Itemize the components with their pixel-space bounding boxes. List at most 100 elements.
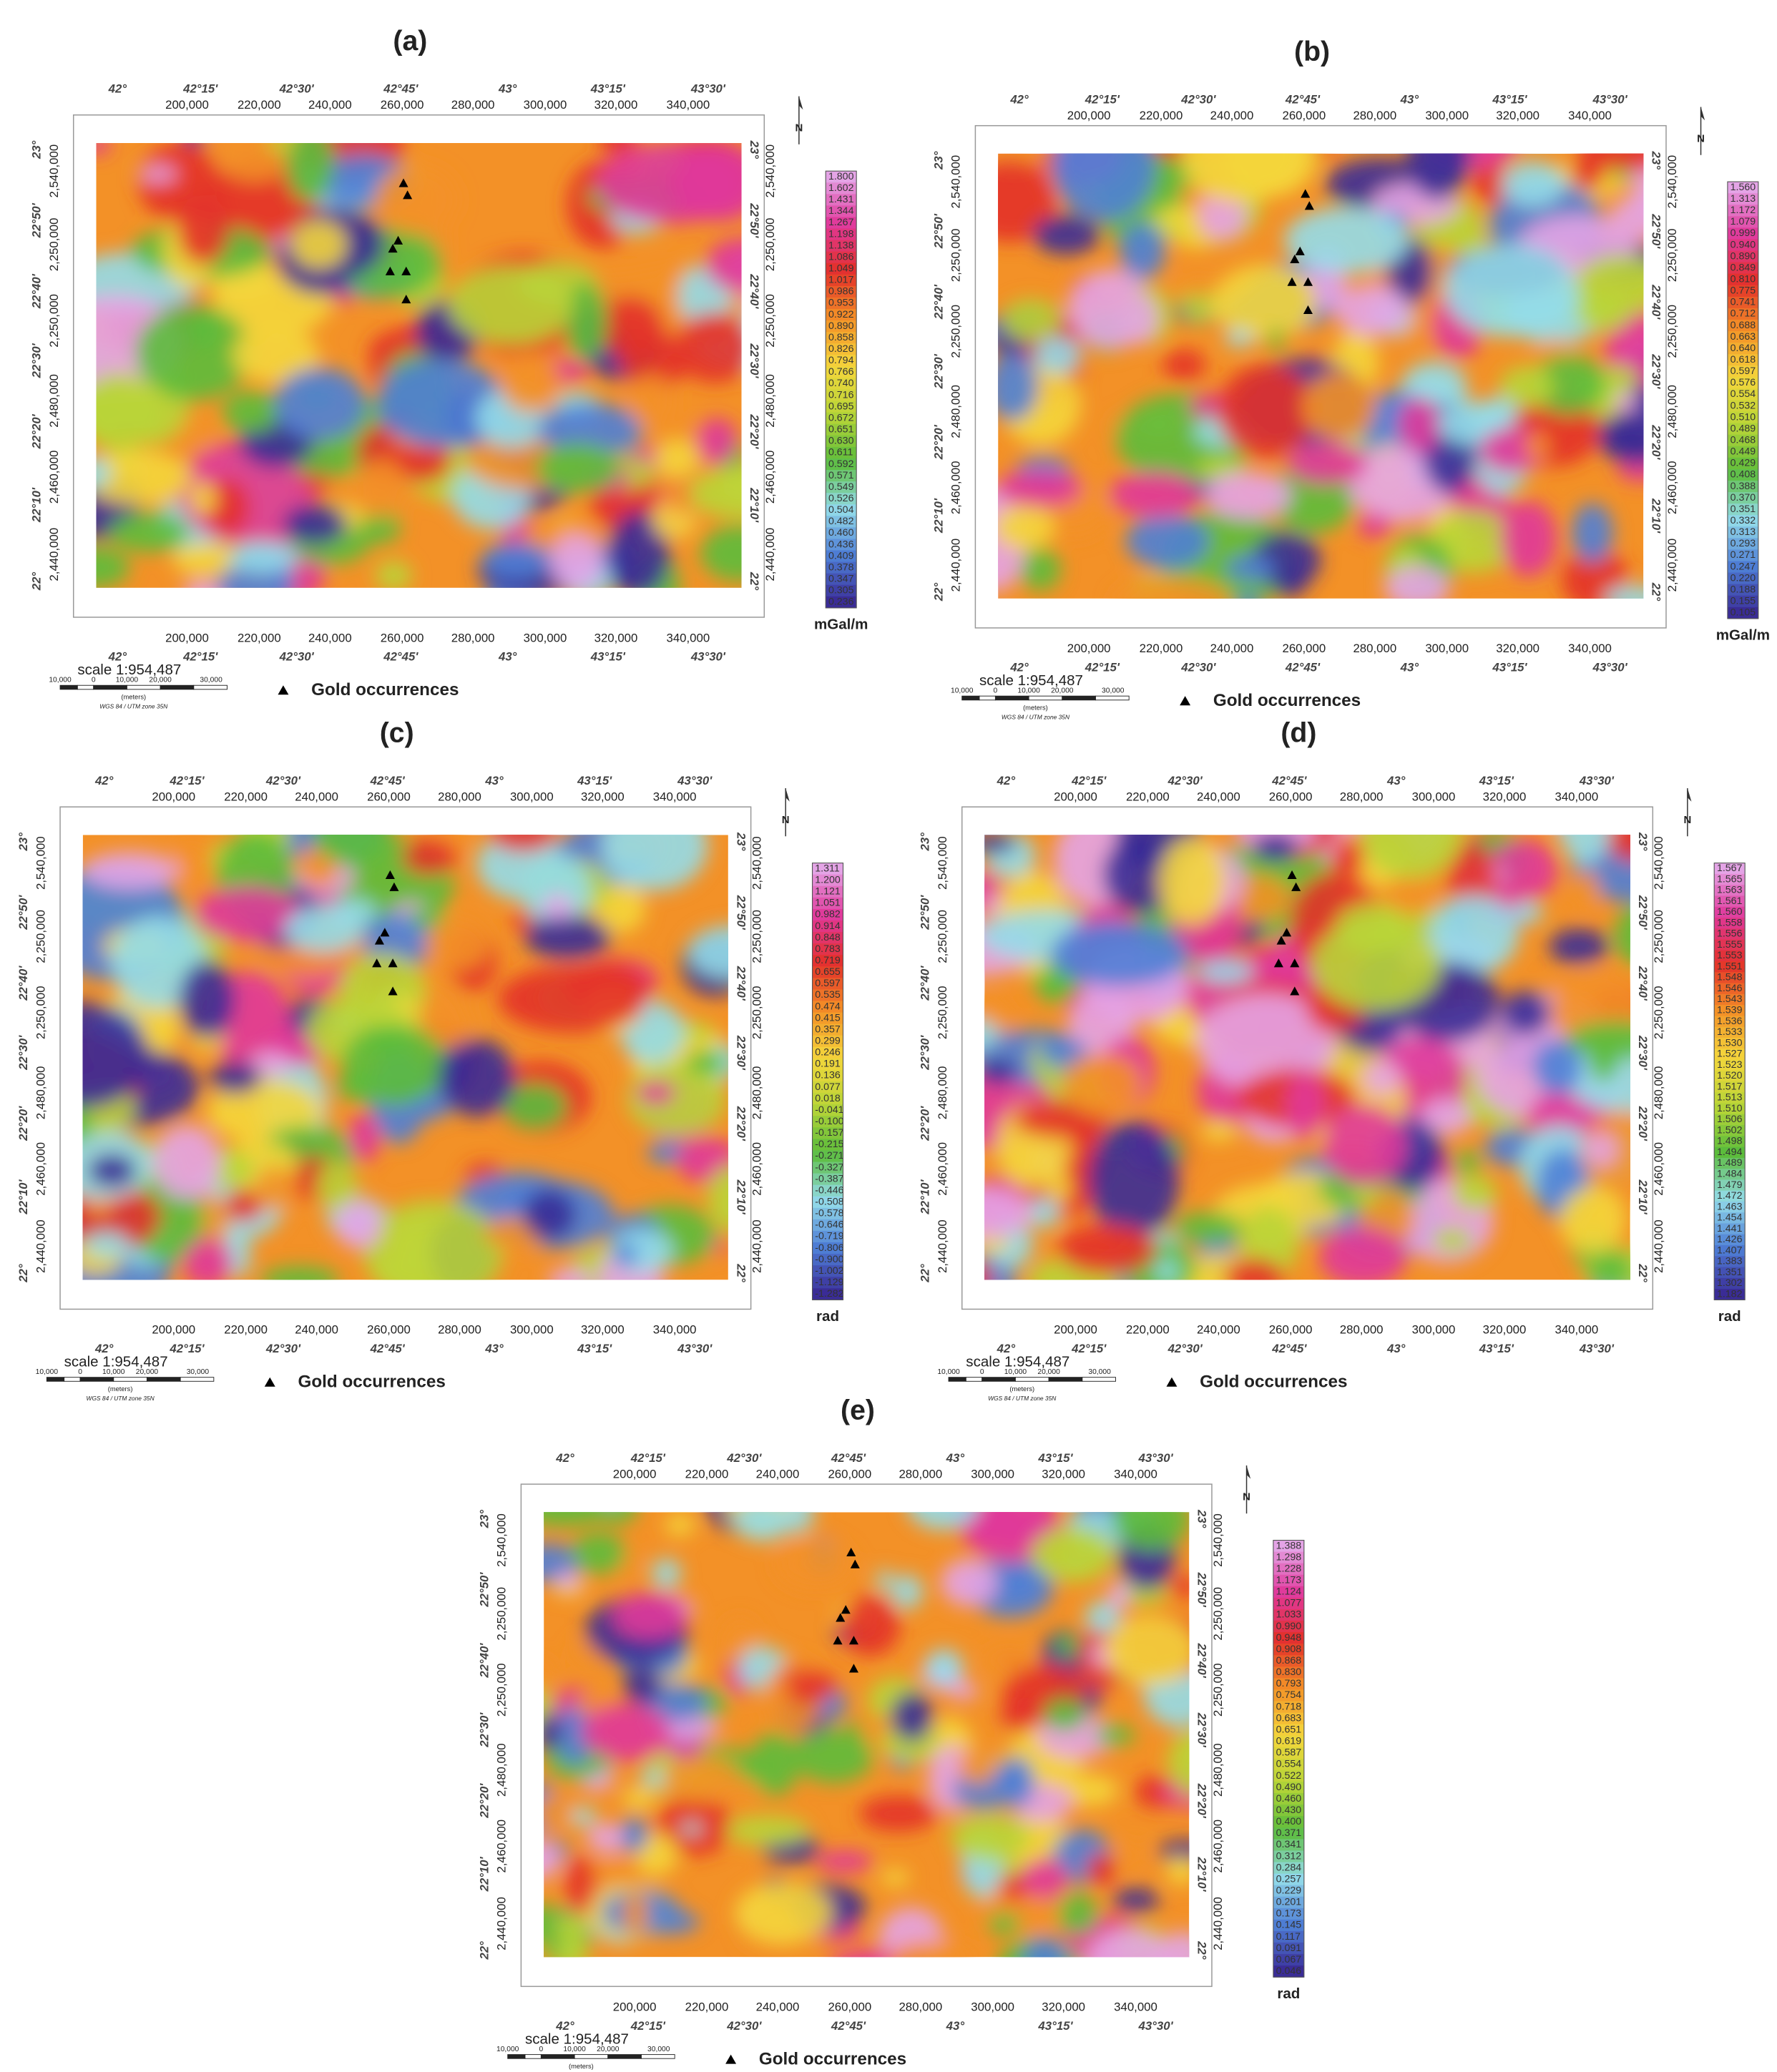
easting-label-top: 200,000 [613, 1467, 657, 1481]
anomaly-blob [260, 1266, 340, 1280]
colorbar-label: 1.539 [1717, 1005, 1743, 1016]
northing-label-left: 2,540,000 [949, 155, 963, 209]
colorbar-swatch [812, 874, 843, 887]
anomaly-blobs [544, 1512, 1190, 1958]
gold-occurrence [841, 1605, 851, 1614]
scale-bar-segment [180, 1377, 215, 1382]
colorbar-swatch [1727, 296, 1758, 309]
easting-label-bottom: 200,000 [613, 2000, 657, 2014]
anomaly-blob [612, 1592, 688, 1639]
colorbar-label: 0.663 [1731, 331, 1756, 343]
anomaly-blob [878, 1907, 944, 1958]
anomaly-blob [635, 1080, 675, 1105]
scale-ratio: scale 1:954,487 [77, 662, 181, 678]
anomaly-blob [1155, 1260, 1178, 1280]
colorbar-label: 0.077 [815, 1081, 841, 1093]
latitude-label-left: 23° [477, 1510, 491, 1529]
latitude-label-left: 22°20' [477, 1783, 491, 1819]
anomaly-blob [1112, 1512, 1190, 1551]
colorbar-label: -0.100 [815, 1116, 843, 1127]
colorbar-label: 1.051 [815, 898, 841, 909]
longitude-label-bottom: 43°15' [577, 1342, 612, 1355]
colorbar-label: 1.553 [1717, 950, 1743, 961]
colorbar-label: 0.775 [1731, 285, 1756, 297]
easting-label-bottom: 240,000 [1197, 1323, 1240, 1337]
colorbar-label: 1.426 [1717, 1234, 1743, 1245]
colorbar-swatch [826, 285, 857, 298]
anomaly-blob [622, 1891, 648, 1935]
anomaly-blob [1204, 471, 1292, 520]
anomaly-blob [290, 220, 348, 270]
anomaly-blob [652, 1558, 682, 1589]
easting-label-bottom: 300,000 [1425, 642, 1469, 655]
colorbar-label: 0.611 [828, 447, 853, 458]
anomaly-blob [193, 885, 304, 942]
colorbar-swatch [826, 481, 857, 494]
north-arrow-head [785, 788, 790, 802]
anomaly-blob [96, 458, 112, 488]
longitude-label-bottom: 42°30' [265, 1342, 301, 1355]
longitude-label-top: 42°15' [1085, 93, 1120, 107]
latitude-label-right: 22°50' [734, 895, 748, 931]
anomaly-blob [1559, 1187, 1626, 1254]
easting-label-top: 320,000 [581, 790, 625, 804]
colorbar-frame [1273, 1539, 1305, 1978]
scale-bar-segment [126, 684, 161, 690]
scale-bar-segment [46, 1377, 65, 1382]
anomaly-blob [998, 330, 999, 333]
anomaly-blob [1085, 1601, 1120, 1634]
anomaly-blob [351, 460, 409, 518]
latitude-label-left: 22°30' [919, 1035, 932, 1071]
colorbar-swatch [826, 332, 857, 344]
colorbar-label: 0.489 [1731, 423, 1756, 434]
anomaly-blob [1086, 1928, 1173, 1958]
longitude-label-bottom: 42° [108, 649, 127, 663]
colorbar-swatch [1727, 572, 1758, 585]
colorbar-swatch [826, 504, 857, 516]
colorbar-label: 0.718 [1276, 1701, 1302, 1712]
colorbar-swatch [1714, 1081, 1746, 1093]
anomaly-blob [544, 1512, 609, 1527]
northing-label-right: 2,250,000 [1211, 1587, 1225, 1641]
colorbar-label: 1.502 [1717, 1124, 1743, 1136]
scale-bar-segment [524, 2054, 542, 2059]
northing-label-left: 2,480,000 [47, 374, 61, 428]
colorbar-label: 0.284 [1276, 1862, 1302, 1873]
anomaly-blob [1447, 843, 1497, 914]
anomaly-blob [376, 359, 506, 448]
map-frame [520, 1483, 1213, 1988]
anomaly-blob [185, 580, 219, 588]
easting-label-top: 300,000 [971, 1467, 1014, 1481]
colorbar-label: 0.155 [1731, 595, 1756, 607]
colorbar-swatch [1727, 343, 1758, 355]
colorbar-label: 0.554 [1276, 1759, 1302, 1770]
scale-bar-label: 10,000 [1004, 1368, 1027, 1376]
latitude-label-right: 23° [1195, 1509, 1209, 1528]
longitude-label-top: 42° [997, 774, 1016, 787]
longitude-label-bottom: 43° [1386, 1342, 1406, 1355]
anomaly-blob [339, 953, 426, 1028]
colorbar-swatch [1714, 1267, 1746, 1279]
anomaly-blob [96, 450, 192, 505]
easting-label-bottom: 320,000 [1496, 642, 1539, 655]
northing-label-left: 2,250,000 [495, 1587, 509, 1641]
anomaly-blob [1602, 365, 1638, 394]
latitude-label-left: 22°40' [931, 284, 945, 320]
scale-bar-segment [994, 695, 1029, 701]
anomaly-blob [675, 312, 742, 383]
longitude-label-top: 43°15' [577, 774, 612, 787]
anomaly-blob [661, 1755, 742, 1803]
easting-label-bottom: 240,000 [1210, 642, 1254, 655]
anomaly-blob [82, 851, 180, 890]
colorbar-swatch [1273, 1885, 1304, 1897]
colorbar-swatch [1273, 1805, 1304, 1817]
colorbar-label: 0.378 [828, 561, 854, 573]
gold-occurrence [389, 882, 399, 891]
north-label: N [795, 122, 803, 134]
anomaly-blob [623, 1664, 662, 1705]
northing-label-right: 2,250,000 [763, 294, 777, 348]
easting-label-bottom: 340,000 [666, 631, 710, 644]
colorbar-swatch [1727, 250, 1758, 263]
northing-label-left: 2,250,000 [936, 986, 949, 1039]
northing-label-left: 2,540,000 [495, 1513, 509, 1567]
